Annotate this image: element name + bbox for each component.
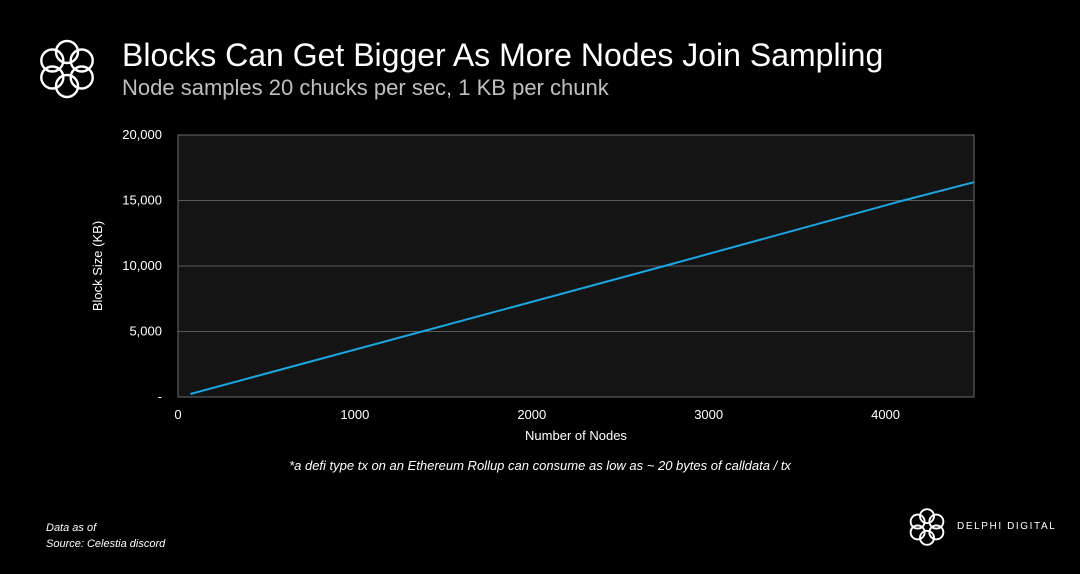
delphi-logo-icon [40,39,94,99]
x-tick-label: 1000 [340,407,369,422]
footnote: *a defi type tx on an Ethereum Rollup ca… [289,458,791,473]
y-tick-label: 20,000 [122,127,162,142]
page-title: Blocks Can Get Bigger As More Nodes Join… [122,37,884,73]
page-subtitle: Node samples 20 chucks per sec, 1 KB per… [122,75,609,100]
y-axis-ticks: - 5,000 10,000 15,000 20,000 [122,127,162,404]
y-tick-label: 15,000 [122,193,162,208]
y-tick-label: 5,000 [129,324,162,339]
y-tick-label: 10,000 [122,258,162,273]
x-axis-label: Number of Nodes [525,428,627,443]
x-tick-label: 4000 [871,407,900,422]
x-axis-ticks: 0 1000 2000 3000 4000 [174,407,900,422]
y-tick-label: - [158,389,162,404]
brand-name: DELPHI DIGITAL [957,521,1057,532]
series-layer [190,181,975,395]
series-line [190,181,975,395]
grid-lines [178,200,974,332]
x-tick-label: 0 [174,407,181,422]
data-as-of-label: Data as of [46,522,97,534]
x-tick-label: 3000 [694,407,723,422]
delphi-logo-small-icon [909,508,945,546]
y-axis-label: Block Size (KB) [90,221,105,311]
x-tick-label: 2000 [517,407,546,422]
source-label: Source: Celestia discord [46,538,166,550]
